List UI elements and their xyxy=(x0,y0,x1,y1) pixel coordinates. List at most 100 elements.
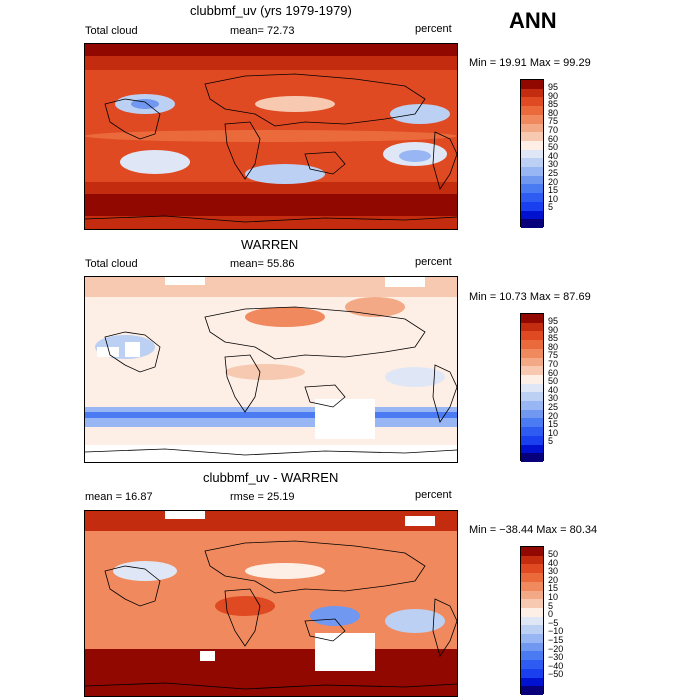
panel-3-colorbar xyxy=(520,546,544,695)
colorbar-swatch xyxy=(521,210,543,220)
colorbar-tick-label: 50 xyxy=(548,142,559,153)
panel-3-mean-label: mean = 16.87 xyxy=(85,491,153,503)
panel-1-minmax: Min = 19.91 Max = 99.29 xyxy=(469,57,591,69)
coastline xyxy=(104,98,161,140)
colorbar-swatch xyxy=(521,409,543,419)
polar-band-north-dark xyxy=(85,44,457,56)
colorbar-swatch xyxy=(521,340,543,349)
subtropic-patch xyxy=(399,150,431,162)
colorbar-swatch xyxy=(521,132,543,141)
coastline xyxy=(85,215,457,223)
coastline xyxy=(304,151,346,175)
colorbar-swatch xyxy=(521,418,543,428)
colorbar-swatch xyxy=(521,167,543,176)
coastline xyxy=(104,331,161,373)
colorbar-tick-label: 75 xyxy=(548,350,559,361)
colorbar-tick-label: 10 xyxy=(548,427,559,438)
colorbar-tick-label: 95 xyxy=(548,82,559,93)
panel-3-title: clubbmf_uv - WARREN xyxy=(203,470,339,485)
missing-data xyxy=(125,342,140,357)
colorbar-swatch xyxy=(521,547,543,556)
colorbar-swatch xyxy=(521,401,543,410)
diff-patch xyxy=(85,511,457,531)
coastline xyxy=(104,565,161,607)
colorbar-tick-label: 70 xyxy=(548,125,559,136)
colorbar-tick-label: 60 xyxy=(548,133,559,144)
colorbar-swatch xyxy=(521,660,543,669)
panel-2-units-label: percent xyxy=(415,256,452,268)
polar-band-south-dark xyxy=(85,194,457,216)
colorbar-swatch xyxy=(521,80,543,89)
subtropic-patch xyxy=(131,99,159,109)
colorbar-tick-label: −30 xyxy=(548,652,564,663)
colorbar-tick-label: 75 xyxy=(548,116,559,127)
coastline xyxy=(224,354,261,413)
colorbar-swatch xyxy=(521,555,543,565)
colorbar-swatch xyxy=(521,322,543,332)
diff-patch xyxy=(113,561,177,581)
colorbar-swatch xyxy=(521,444,543,454)
colorbar-swatch xyxy=(521,357,543,367)
colorbar-swatch xyxy=(521,607,543,617)
colorbar-swatch xyxy=(521,175,543,185)
coastline xyxy=(204,73,426,127)
colorbar-tick-label: 20 xyxy=(548,176,559,187)
panel-1-variable-label: Total cloud xyxy=(85,25,138,37)
colorbar-swatch xyxy=(521,642,543,652)
colorbar-tick-label: 5 xyxy=(548,600,554,611)
colorbar-swatch xyxy=(521,201,543,211)
colorbar-swatch xyxy=(521,348,543,358)
panel-2-map xyxy=(84,276,458,463)
colorbar-tick-label: 30 xyxy=(548,159,559,170)
colorbar-swatch xyxy=(521,392,543,402)
diff-patch xyxy=(85,649,457,696)
colorbar-swatch xyxy=(521,149,543,159)
colorbar-swatch xyxy=(521,184,543,194)
colorbar-tick-label: 50 xyxy=(548,376,559,387)
colorbar-swatch xyxy=(521,88,543,98)
subtropic-patch xyxy=(120,150,190,174)
cloud-patch xyxy=(385,367,445,387)
panel-2-title: WARREN xyxy=(241,237,299,252)
colorbar-swatch xyxy=(521,106,543,115)
colorbar-tick-label: 95 xyxy=(548,316,559,327)
colorbar-tick-label: 80 xyxy=(548,107,559,118)
colorbar-tick-label: 85 xyxy=(548,333,559,344)
colorbar-tick-label: 10 xyxy=(548,592,559,603)
season-label: ANN xyxy=(509,8,557,33)
colorbar-swatch xyxy=(521,427,543,436)
diff-patch xyxy=(245,563,325,579)
cloud-patch xyxy=(85,412,457,418)
colorbar-tick-label: −10 xyxy=(548,626,564,637)
colorbar-swatch xyxy=(521,158,543,168)
colorbar-tick-label: −5 xyxy=(548,617,559,628)
subtropic-patch xyxy=(245,164,325,184)
colorbar-tick-label: 40 xyxy=(548,557,559,568)
colorbar-tick-label: 10 xyxy=(548,193,559,204)
colorbar-tick-label: 60 xyxy=(548,367,559,378)
colorbar-tick-label: 15 xyxy=(548,583,559,594)
coastline xyxy=(224,588,261,647)
itcz-band xyxy=(85,130,457,142)
colorbar-tick-label: −50 xyxy=(548,669,564,680)
diff-patch xyxy=(215,596,275,616)
colorbar-tick-label: 30 xyxy=(548,393,559,404)
colorbar-tick-label: −15 xyxy=(548,634,564,645)
colorbar-tick-label: 90 xyxy=(548,324,559,335)
coastline xyxy=(432,131,457,190)
panel-2-mean-label: mean= 55.86 xyxy=(230,258,295,270)
subtropic-patch xyxy=(255,96,335,112)
panel-3-rmse-label: rmse = 25.19 xyxy=(230,491,295,503)
panel-1-units-label: percent xyxy=(415,23,452,35)
colorbar-tick-label: 40 xyxy=(548,384,559,395)
colorbar-swatch xyxy=(521,383,543,393)
colorbar-tick-label: 30 xyxy=(548,566,559,577)
cloud-patch xyxy=(245,307,325,327)
missing-data xyxy=(405,516,435,526)
colorbar-tick-label: 90 xyxy=(548,90,559,101)
cloud-patch xyxy=(225,364,305,380)
colorbar-swatch xyxy=(521,219,543,228)
colorbar-tick-label: 25 xyxy=(548,167,559,178)
colorbar-swatch xyxy=(521,140,543,150)
colorbar-tick-label: −40 xyxy=(548,660,564,671)
